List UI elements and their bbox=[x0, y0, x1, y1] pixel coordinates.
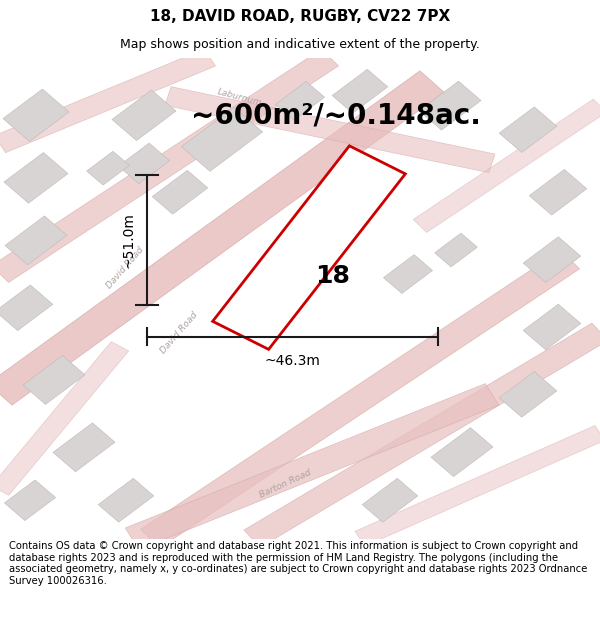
Bar bbox=[0, 285, 53, 331]
Polygon shape bbox=[165, 87, 495, 172]
Bar bbox=[118, 143, 170, 184]
Text: David Road: David Road bbox=[105, 246, 146, 291]
Bar bbox=[181, 107, 263, 171]
Bar bbox=[434, 233, 478, 267]
Polygon shape bbox=[0, 342, 129, 495]
Bar bbox=[5, 216, 67, 265]
Polygon shape bbox=[140, 251, 580, 548]
Text: ~600m²/~0.148ac.: ~600m²/~0.148ac. bbox=[191, 101, 481, 129]
Bar bbox=[362, 478, 418, 522]
Polygon shape bbox=[413, 99, 600, 232]
Text: Barton Road: Barton Road bbox=[258, 468, 313, 500]
Polygon shape bbox=[355, 426, 600, 546]
Bar bbox=[112, 90, 176, 141]
Text: Contains OS data © Crown copyright and database right 2021. This information is : Contains OS data © Crown copyright and d… bbox=[9, 541, 587, 586]
Bar bbox=[152, 171, 208, 214]
Text: 18: 18 bbox=[316, 264, 350, 289]
Bar bbox=[4, 480, 56, 521]
Bar bbox=[431, 428, 493, 477]
Bar bbox=[523, 304, 581, 350]
Bar bbox=[4, 152, 68, 203]
Bar bbox=[3, 89, 69, 141]
Text: Map shows position and indicative extent of the property.: Map shows position and indicative extent… bbox=[120, 38, 480, 51]
Bar bbox=[523, 237, 581, 282]
Bar bbox=[318, 226, 354, 255]
Text: ~46.3m: ~46.3m bbox=[265, 354, 320, 367]
Bar bbox=[499, 372, 557, 417]
Bar bbox=[98, 478, 154, 522]
Text: ~51.0m: ~51.0m bbox=[122, 213, 136, 268]
Text: David Road: David Road bbox=[159, 311, 200, 356]
Polygon shape bbox=[0, 49, 215, 152]
Polygon shape bbox=[212, 146, 406, 349]
Bar bbox=[23, 356, 85, 404]
Bar bbox=[419, 81, 481, 130]
Text: 18, DAVID ROAD, RUGBY, CV22 7PX: 18, DAVID ROAD, RUGBY, CV22 7PX bbox=[150, 9, 450, 24]
Bar bbox=[383, 254, 433, 294]
Bar bbox=[275, 81, 325, 120]
Bar bbox=[529, 169, 587, 215]
Polygon shape bbox=[244, 323, 600, 548]
Bar bbox=[499, 107, 557, 152]
Bar bbox=[53, 423, 115, 472]
Bar bbox=[86, 151, 130, 185]
Polygon shape bbox=[125, 384, 499, 549]
Bar bbox=[332, 69, 388, 113]
Polygon shape bbox=[0, 71, 444, 405]
Polygon shape bbox=[0, 49, 338, 282]
Text: Laburnum: Laburnum bbox=[216, 87, 263, 108]
